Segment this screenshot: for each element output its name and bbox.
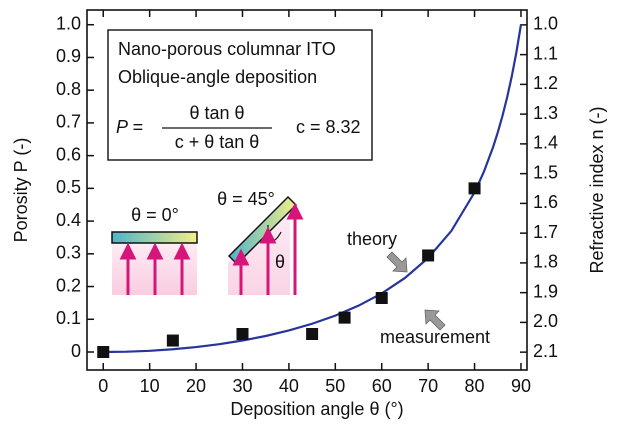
y-tick-label: 0.2 bbox=[56, 275, 81, 295]
y-tick-label: 0.4 bbox=[56, 210, 81, 230]
marker bbox=[422, 249, 435, 262]
y2-tick-label: 2.1 bbox=[533, 341, 558, 361]
y2-tick-label: 1.5 bbox=[533, 162, 558, 182]
y2-tick-label: 1.7 bbox=[533, 222, 558, 242]
inset-normal bbox=[111, 231, 198, 295]
x-tick-label: 0 bbox=[98, 376, 108, 396]
box-line: Nano-porous columnar ITO bbox=[118, 39, 336, 59]
formula-lhs: P = bbox=[116, 117, 143, 137]
x-axis-title: Deposition angle θ (°) bbox=[230, 399, 403, 419]
formula-denominator: c + θ tan θ bbox=[175, 132, 260, 152]
y2-tick-label: 1.0 bbox=[533, 14, 558, 34]
y2-tick-label: 1.9 bbox=[533, 281, 558, 301]
y-axis-title: Porosity P (-) bbox=[11, 138, 31, 243]
y2-tick-label: 1.8 bbox=[533, 252, 558, 272]
x-tick-label: 50 bbox=[325, 376, 345, 396]
y-tick-label: 0.7 bbox=[56, 112, 81, 132]
annotation: measurement bbox=[380, 327, 490, 347]
x-tick-label: 30 bbox=[232, 376, 252, 396]
y2-tick-label: 1.1 bbox=[533, 43, 558, 63]
inset-label: θ = 45° bbox=[217, 189, 275, 209]
y-tick-label: 0 bbox=[71, 341, 81, 361]
plot-frame bbox=[86, 9, 528, 371]
y-tick-label: 0.6 bbox=[56, 144, 81, 164]
x-tick-label: 20 bbox=[186, 376, 206, 396]
marker bbox=[375, 292, 388, 304]
y-tick-label: 1.0 bbox=[56, 13, 81, 33]
x-tick-label: 40 bbox=[279, 376, 299, 396]
y2-tick-label: 1.6 bbox=[533, 192, 558, 212]
x-tick-label: 10 bbox=[140, 376, 160, 396]
inset-label: θ bbox=[275, 252, 285, 272]
y-tick-label: 0.8 bbox=[56, 79, 81, 99]
x-tick-label: 90 bbox=[511, 376, 531, 396]
y-tick-label: 0.3 bbox=[56, 243, 81, 263]
formula-box bbox=[107, 29, 373, 161]
x-tick-label: 70 bbox=[418, 376, 438, 396]
y2-axis-title: Refractive index n (-) bbox=[587, 106, 607, 273]
inset-tilted bbox=[227, 195, 304, 295]
y2-tick-label: 1.2 bbox=[533, 73, 558, 93]
y-tick-label: 0.1 bbox=[56, 308, 81, 328]
box-line: Oblique-angle deposition bbox=[118, 67, 317, 87]
y2-tick-label: 1.4 bbox=[533, 133, 558, 153]
marker bbox=[166, 334, 179, 347]
annotation: theory bbox=[347, 229, 397, 249]
marker bbox=[338, 311, 351, 324]
formula-constant: c = 8.32 bbox=[296, 117, 361, 137]
formula-numerator: θ tan θ bbox=[189, 103, 244, 123]
y-tick-label: 0.9 bbox=[56, 46, 81, 66]
marker bbox=[306, 328, 319, 340]
marker bbox=[97, 346, 110, 358]
y-tick-label: 0.5 bbox=[56, 177, 81, 197]
inset-label: θ = 0° bbox=[131, 205, 179, 225]
y2-tick-label: 2.0 bbox=[533, 311, 558, 331]
annotation-arrow bbox=[386, 251, 446, 331]
x-tick-label: 80 bbox=[465, 376, 485, 396]
y2-tick-label: 1.3 bbox=[533, 103, 558, 123]
marker bbox=[236, 328, 249, 340]
marker bbox=[468, 182, 481, 195]
x-tick-label: 60 bbox=[372, 376, 392, 396]
